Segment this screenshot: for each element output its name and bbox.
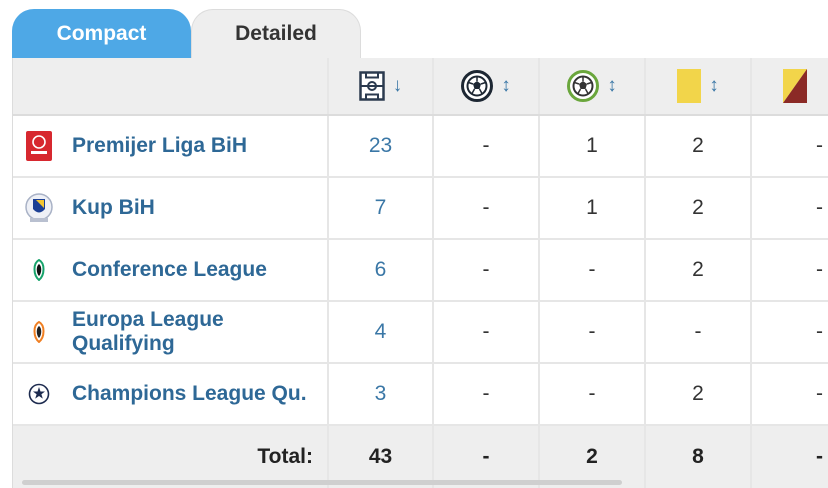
goals-value: - [482, 258, 490, 281]
total-second-yellow: - [816, 445, 823, 468]
table-row: Kup BiH 7 - 1 2 - [13, 178, 828, 240]
assists-value: - [588, 258, 596, 281]
second-yellow-value: - [816, 258, 823, 281]
header-yellow-cards[interactable]: ↕ [646, 58, 752, 114]
competition-link[interactable]: Champions League Qu. [72, 382, 307, 405]
tab-compact[interactable]: Compact [12, 9, 191, 58]
goals-value: - [482, 134, 490, 157]
competition-link[interactable]: Europa League Qualifying [72, 308, 224, 355]
goals-value: - [482, 320, 490, 343]
appearances-value[interactable]: 7 [374, 196, 387, 219]
yellow-cards-value: 2 [692, 382, 704, 405]
assists-value: 1 [586, 134, 598, 157]
total-row: Total: 43 - 2 8 - [13, 426, 828, 488]
tab-detailed[interactable]: Detailed [191, 9, 361, 58]
total-goals: - [482, 445, 490, 468]
header-assists[interactable]: ↕ [540, 58, 646, 114]
total-label: Total: [257, 445, 313, 468]
assists-value: - [588, 382, 596, 405]
table-row: Europa League Qualifying 4 - - - - [13, 302, 828, 364]
europa-league-logo [23, 315, 55, 349]
total-label-cell: Total: [13, 426, 329, 488]
champions-league-logo [23, 377, 55, 411]
second-yellow-value: - [816, 320, 823, 343]
pitch-icon [359, 71, 385, 101]
conference-league-logo [23, 253, 55, 287]
header-goals[interactable]: ↕ [434, 58, 540, 114]
total-assists: 2 [586, 445, 598, 468]
appearances-value[interactable]: 23 [368, 134, 393, 157]
goals-value: - [482, 382, 490, 405]
competition-link[interactable]: Premijer Liga BiH [72, 134, 248, 157]
competition-link[interactable]: Kup BiH [72, 196, 155, 219]
assists-value: 1 [586, 196, 598, 219]
yellow-cards-value: 2 [692, 258, 704, 281]
header-appearances[interactable]: ↓ [329, 58, 434, 114]
second-yellow-card-icon [783, 69, 807, 103]
table-header-row: ↓ ↕ [13, 58, 828, 116]
sort-toggle-icon[interactable]: ↕ [607, 75, 617, 96]
table-row: Premijer Liga BiH 23 - 1 2 - [13, 116, 828, 178]
sort-toggle-icon[interactable]: ↕ [501, 75, 511, 96]
yellow-cards-value: 2 [692, 196, 704, 219]
sort-toggle-icon[interactable]: ↕ [709, 75, 719, 96]
horizontal-scrollbar[interactable] [22, 480, 622, 485]
appearances-value[interactable]: 3 [374, 382, 387, 405]
second-yellow-value: - [816, 196, 823, 219]
yellow-card-icon [677, 69, 702, 103]
goals-value: - [482, 196, 490, 219]
appearances-value[interactable]: 6 [374, 258, 387, 281]
competition-cell: Champions League Qu. [13, 364, 329, 424]
football-goal-icon [461, 70, 494, 102]
table-row: Conference League 6 - - 2 - [13, 240, 828, 302]
yellow-cards-value: 2 [692, 134, 704, 157]
yellow-cards-value: - [694, 320, 702, 343]
table-row: Champions League Qu. 3 - - 2 - [13, 364, 828, 426]
total-appearances: 43 [368, 445, 393, 468]
header-competition-cell [13, 58, 329, 114]
assists-value: - [588, 320, 596, 343]
second-yellow-value: - [816, 134, 823, 157]
stats-table: ↓ ↕ [12, 58, 828, 488]
tab-bar: Compact Detailed [0, 0, 828, 58]
premijer-liga-logo [23, 129, 55, 163]
competition-cell: Kup BiH [13, 178, 329, 238]
header-second-yellow[interactable] [752, 58, 828, 114]
total-yellow-cards: 8 [692, 445, 704, 468]
competition-cell: Premijer Liga BiH [13, 116, 329, 176]
competition-cell: Europa League Qualifying [13, 302, 329, 362]
kup-bih-logo [23, 191, 55, 225]
second-yellow-value: - [816, 382, 823, 405]
competition-cell: Conference League [13, 240, 329, 300]
football-assist-icon [567, 70, 600, 102]
competition-link[interactable]: Conference League [72, 258, 267, 281]
appearances-value[interactable]: 4 [374, 320, 387, 343]
sort-desc-icon[interactable]: ↓ [392, 75, 403, 96]
